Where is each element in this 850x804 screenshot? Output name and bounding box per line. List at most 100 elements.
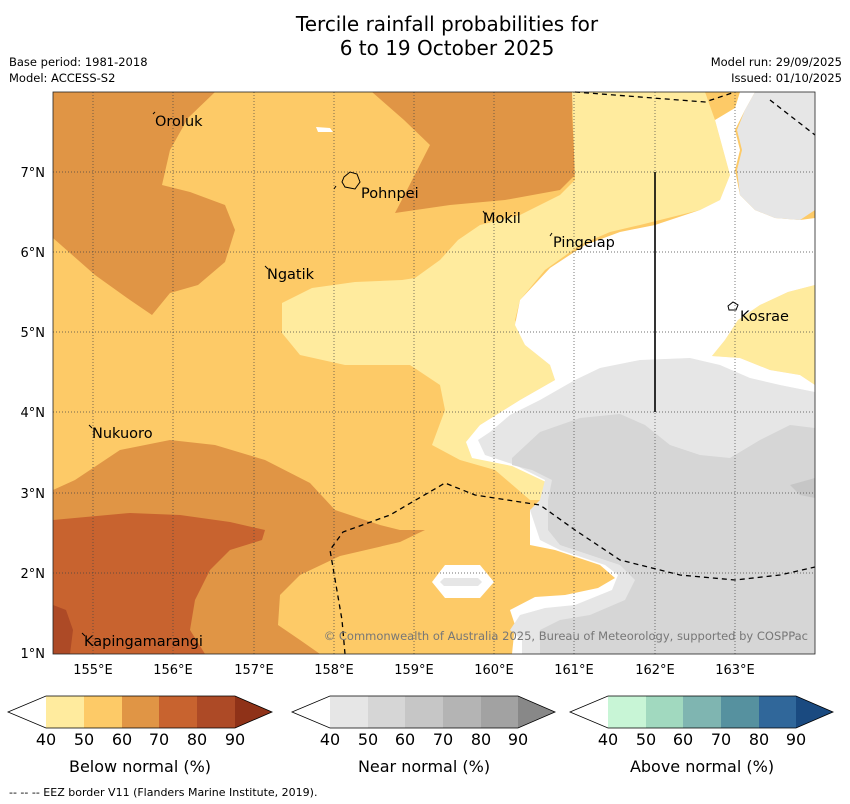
colorbar-segment (46, 696, 84, 728)
lon-tick: 156°E (153, 663, 193, 678)
colorbar-segment (683, 696, 721, 728)
colorbar-segment (159, 696, 197, 728)
model-run-text: Model run: 29/09/2025 (710, 55, 842, 69)
meta-right: Model run: 29/09/2025 Issued: 01/10/2025 (711, 54, 842, 86)
place-label-pingelap: Pingelap (553, 235, 615, 251)
lon-tick: 155°E (73, 663, 113, 678)
colorbar-tick: 90 (508, 730, 528, 749)
gridlines (53, 92, 815, 654)
lon-tick: 163°E (715, 663, 755, 678)
issued-text: Issued: 01/10/2025 (731, 71, 842, 85)
colorbar-label-below: Below normal (%) (69, 757, 211, 776)
colorbar-tick: 60 (395, 730, 415, 749)
field-near-60-patch (790, 478, 815, 498)
place-label-nukuoro: Nukuoro (92, 426, 153, 442)
kapingamarangi-atoll (81, 632, 86, 637)
colorbar-segment (608, 696, 646, 728)
colorbar-tick: 80 (471, 730, 491, 749)
colorbar-segment (721, 696, 759, 728)
place-label-ngatik: Ngatik (267, 267, 315, 283)
place-label-mokil: Mokil (483, 211, 521, 227)
pohnpei-reef (333, 185, 337, 190)
map-title: Tercile rainfall probabilities for 6 to … (0, 12, 850, 60)
ngatik-atoll (264, 265, 269, 270)
colorbar-tick: 80 (187, 730, 207, 749)
colorbar-tick: 90 (786, 730, 806, 749)
lat-axis: 7°N 6°N 5°N 4°N 3°N 2°N 1°N (21, 166, 46, 662)
colorbar-outline (568, 695, 835, 729)
colorbar-segment (443, 696, 481, 728)
place-label-kapingamarangi: Kapingamarangi (84, 634, 203, 650)
colorbar-tick: 70 (149, 730, 169, 749)
colorbar-tick: 40 (598, 730, 618, 749)
title-line-1: Tercile rainfall probabilities for (295, 12, 599, 36)
eez-border-northeast (769, 99, 816, 136)
map-frame (52, 91, 816, 655)
eez-border-south (329, 482, 816, 655)
field-near-50 (512, 414, 815, 654)
lon-tick: 160°E (474, 663, 514, 678)
field-near-40-north (737, 92, 815, 220)
colorbar-tick: 80 (749, 730, 769, 749)
field-neutral-patch (316, 127, 333, 132)
colorbar-label-near: Near normal (%) (358, 757, 490, 776)
field-below-70-south (53, 513, 265, 654)
colorbar-above: 40 50 60 70 80 90 Above normal (%) (568, 695, 835, 776)
pohnpei-island (341, 171, 361, 190)
colorbar-segment (84, 696, 122, 728)
colorbar-tick: 50 (636, 730, 656, 749)
colorbar-segment (796, 696, 833, 728)
lon-tick: 157°E (234, 663, 274, 678)
eez-borders (329, 91, 816, 655)
colorbar-tick: 70 (433, 730, 453, 749)
field-below-40-kosrae (712, 285, 815, 385)
base-period-text: Base period: 1981-2018 (9, 55, 148, 69)
model-text: Model: ACCESS-S2 (9, 71, 116, 85)
colorbar-tick: 50 (358, 730, 378, 749)
colorbar-segment (518, 696, 555, 728)
colorbar-segment (122, 696, 159, 728)
lat-tick: 7°N (21, 166, 46, 181)
kosrae-island (727, 301, 739, 311)
field-below-40-central (282, 92, 730, 500)
lat-tick: 5°N (21, 326, 46, 341)
field-near-south-patch (440, 578, 482, 586)
colorbar-segment (759, 696, 796, 728)
lat-tick: 6°N (21, 246, 46, 261)
lon-axis: 155°E 156°E 157°E 158°E 159°E 160°E 161°… (73, 663, 755, 678)
title-line-2: 6 to 19 October 2025 (339, 36, 555, 60)
colorbar-below: 40 50 60 70 80 90 Below normal (%) (6, 695, 274, 776)
lon-tick: 158°E (314, 663, 354, 678)
colorbar-tick: 60 (112, 730, 132, 749)
colorbar-segment (8, 696, 46, 728)
lat-tick: 1°N (21, 647, 46, 662)
mokil-atoll (482, 210, 486, 215)
lat-tick: 3°N (21, 487, 46, 502)
colorbar-label-above: Above normal (%) (630, 757, 774, 776)
place-label-kosrae: Kosrae (740, 309, 789, 325)
lon-tick: 159°E (394, 663, 434, 678)
field-below-80-corner (53, 605, 73, 654)
colorbar-tick: 70 (711, 730, 731, 749)
colorbar-segment (570, 696, 608, 728)
place-label-oroluk: Oroluk (155, 114, 203, 130)
lon-tick: 161°E (554, 663, 594, 678)
field-below-60-west (53, 92, 235, 315)
lon-tick: 162°E (635, 663, 675, 678)
colorbar-segment (292, 696, 330, 728)
colorbar-segment (368, 696, 405, 728)
lat-tick: 2°N (21, 567, 46, 582)
lat-tick: 4°N (21, 406, 46, 421)
colorbar-segment (481, 696, 518, 728)
probability-fields (53, 92, 815, 654)
pingelap-atoll (549, 232, 553, 237)
colorbar-tick: 50 (74, 730, 94, 749)
colorbar-near: 40 50 60 70 80 90 Near normal (%) (290, 695, 557, 776)
nukuoro-atoll (88, 424, 93, 429)
colorbar-tick: 90 (225, 730, 245, 749)
field-below-60-north (372, 92, 575, 213)
copyright-text: © Commonwealth of Australia 2025, Bureau… (324, 629, 808, 643)
colorbar-outline (290, 695, 557, 729)
place-labels: Oroluk Pohnpei Mokil Pingelap Ngatik Kos… (84, 114, 789, 650)
eez-footnote: -- -- -- EEZ border V11 (Flanders Marine… (9, 786, 318, 799)
